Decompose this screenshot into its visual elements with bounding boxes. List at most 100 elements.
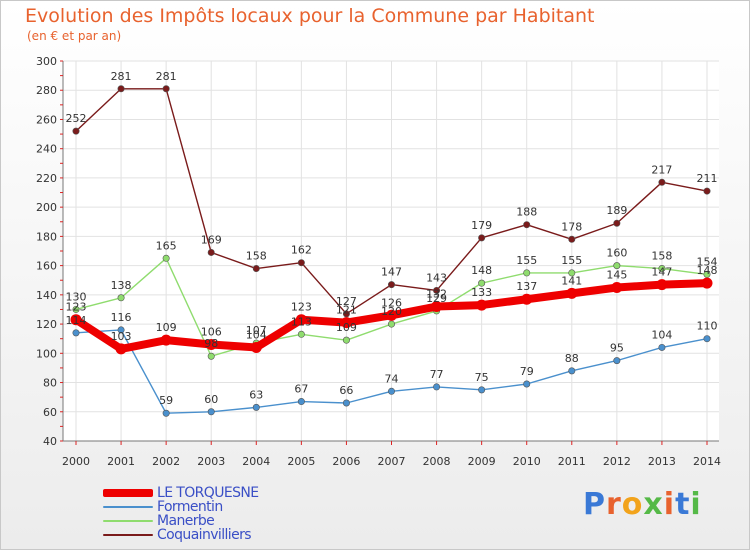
data-point-formentin (162, 409, 170, 417)
data-point-formentin (252, 403, 260, 411)
data-point-le-torquesne (70, 314, 82, 326)
data-label-manerbe: 165 (156, 239, 177, 252)
data-point-le-torquesne (656, 279, 668, 291)
data-point-coquainvilliers (117, 85, 125, 93)
legend-item-coquainvilliers: Coquainvilliers (103, 527, 259, 543)
data-label-formentin: 63 (249, 388, 263, 401)
data-label-le-torquesne: 123 (66, 301, 87, 314)
x-tick-label: 2010 (513, 455, 541, 468)
data-point-le-torquesne (701, 277, 713, 289)
y-tick-label: 140 (36, 289, 57, 302)
data-point-manerbe (72, 305, 80, 313)
data-point-manerbe (523, 269, 531, 277)
y-tick-label: 260 (36, 113, 57, 126)
x-tick-label: 2011 (558, 455, 586, 468)
data-label-coquainvilliers: 158 (246, 250, 267, 263)
data-label-manerbe: 130 (66, 290, 87, 303)
data-label-manerbe: 160 (606, 247, 627, 260)
data-label-le-torquesne: 145 (606, 269, 627, 282)
legend-label: Formentin (157, 499, 223, 515)
data-point-le-torquesne (160, 334, 172, 346)
y-tick-label: 40 (43, 435, 57, 448)
logo-letter: i (663, 487, 676, 522)
x-tick-label: 2005 (287, 455, 315, 468)
data-point-coquainvilliers (72, 127, 80, 135)
data-label-le-torquesne: 106 (201, 326, 222, 339)
data-point-formentin (387, 387, 395, 395)
legend-label: LE TORQUESNE (157, 485, 259, 501)
data-label-formentin: 67 (294, 383, 308, 396)
data-point-manerbe (387, 320, 395, 328)
data-point-le-torquesne (521, 293, 533, 305)
data-label-manerbe: 98 (204, 337, 218, 350)
data-point-le-torquesne (115, 343, 127, 355)
data-point-formentin (613, 357, 621, 365)
proxiti-logo-text: Proxiti (583, 487, 702, 522)
data-label-manerbe: 109 (336, 321, 357, 334)
y-tick-label: 240 (36, 143, 57, 156)
data-label-manerbe: 120 (381, 305, 402, 318)
y-tick-label: 80 (43, 377, 57, 390)
proxiti-logo: Proxiti (583, 487, 702, 522)
data-label-coquainvilliers: 252 (66, 112, 87, 125)
data-label-formentin: 116 (111, 311, 132, 324)
data-point-le-torquesne (566, 287, 578, 299)
data-point-le-torquesne (431, 301, 443, 313)
data-label-formentin: 110 (697, 320, 718, 333)
data-point-coquainvilliers (433, 286, 441, 294)
legend-item-formentin: Formentin (103, 499, 259, 515)
data-point-le-torquesne (476, 299, 488, 311)
y-tick-label: 200 (36, 201, 57, 214)
data-point-coquainvilliers (703, 187, 711, 195)
data-point-coquainvilliers (523, 221, 531, 229)
data-point-formentin (568, 367, 576, 375)
data-point-coquainvilliers (207, 248, 215, 256)
data-point-manerbe (478, 279, 486, 287)
data-point-manerbe (207, 352, 215, 360)
data-point-coquainvilliers (162, 85, 170, 93)
legend-swatch-formentin (103, 506, 153, 508)
data-point-manerbe (703, 270, 711, 278)
y-tick-label: 60 (43, 406, 57, 419)
data-point-formentin (297, 398, 305, 406)
x-tick-label: 2014 (693, 455, 721, 468)
data-point-manerbe (297, 330, 305, 338)
y-tick-label: 100 (36, 347, 57, 360)
legend-swatch-manerbe (103, 520, 153, 522)
data-label-coquainvilliers: 127 (336, 295, 357, 308)
data-point-formentin (342, 399, 350, 407)
legend-swatch-le-torquesne (103, 489, 153, 497)
x-tick-label: 2007 (378, 455, 406, 468)
data-point-formentin (433, 383, 441, 391)
y-tick-label: 280 (36, 84, 57, 97)
data-label-manerbe: 129 (426, 292, 447, 305)
data-label-coquainvilliers: 281 (111, 70, 132, 83)
data-point-coquainvilliers (568, 235, 576, 243)
data-label-le-torquesne: 132 (426, 288, 447, 301)
data-point-manerbe (117, 294, 125, 302)
data-label-coquainvilliers: 147 (381, 266, 402, 279)
data-label-coquainvilliers: 188 (516, 206, 537, 219)
data-point-formentin (478, 386, 486, 394)
data-label-le-torquesne: 141 (561, 274, 582, 287)
logo-letter: P (583, 487, 606, 522)
data-label-le-torquesne: 121 (336, 304, 357, 317)
data-point-manerbe (342, 336, 350, 344)
x-tick-label: 2008 (423, 455, 451, 468)
legend-item-manerbe: Manerbe (103, 513, 259, 529)
x-tick-label: 2006 (332, 455, 360, 468)
data-point-coquainvilliers (658, 178, 666, 186)
data-point-manerbe (568, 269, 576, 277)
data-label-le-torquesne: 109 (156, 321, 177, 334)
legend: LE TORQUESNE Formentin Manerbe Coquainvi… (103, 485, 259, 543)
legend-swatch-coquainvilliers (103, 534, 153, 536)
data-point-le-torquesne (611, 282, 623, 294)
data-point-formentin (523, 380, 531, 388)
data-label-formentin: 60 (204, 393, 218, 406)
data-label-coquainvilliers: 211 (697, 172, 718, 185)
data-label-coquainvilliers: 189 (606, 204, 627, 217)
x-tick-label: 2013 (648, 455, 676, 468)
data-label-formentin: 95 (610, 342, 624, 355)
